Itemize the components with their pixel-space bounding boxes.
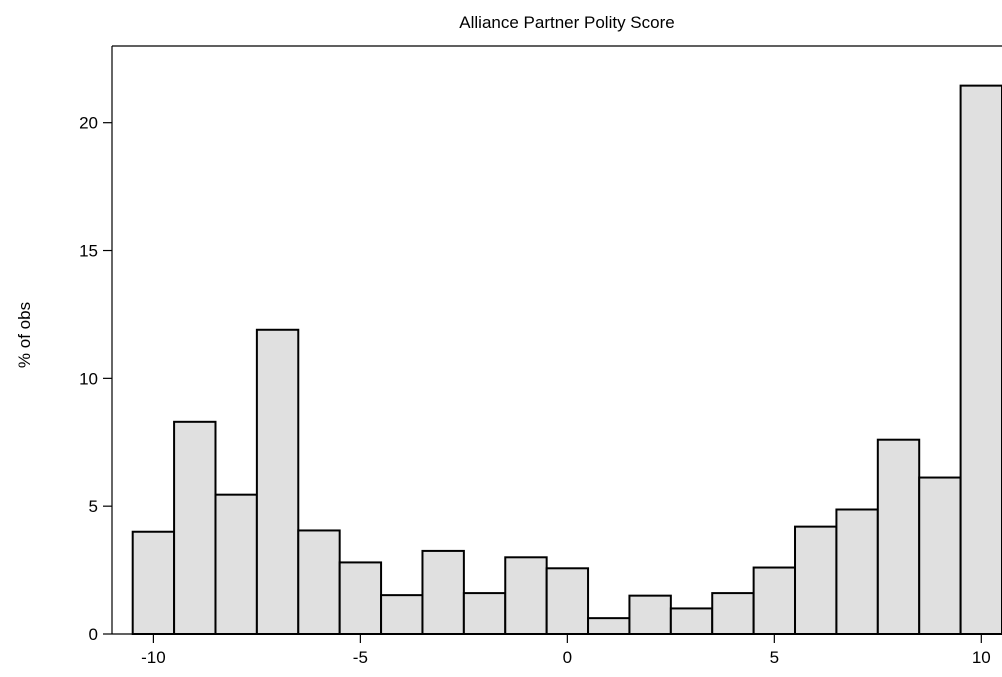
histogram-bar (545, 567, 590, 635)
y-tick-label: 10 (79, 369, 98, 388)
y-tick-label: 15 (79, 242, 98, 261)
histogram-bar (380, 594, 424, 636)
histogram-bar (835, 508, 879, 635)
x-axis-ticks: -10 -5 0 5 10 (141, 634, 991, 667)
histogram-bar (421, 549, 465, 635)
y-tick-label: 0 (89, 625, 98, 644)
histogram-bars (131, 84, 1002, 636)
x-tick-label: -10 (141, 648, 166, 667)
axes (111, 45, 1002, 635)
y-axis-ticks: 0 5 10 15 20 (79, 114, 112, 644)
y-tick-label: 5 (89, 497, 98, 516)
histogram-bar (711, 592, 755, 635)
histogram-bar (338, 561, 383, 635)
histogram-bar (462, 592, 507, 635)
y-axis-label: % of obs (15, 302, 34, 368)
histogram-bar (131, 530, 176, 635)
histogram-bar (173, 420, 217, 635)
histogram-bar (214, 493, 258, 636)
histogram-bar (959, 84, 1002, 635)
histogram-bar (297, 529, 341, 636)
histogram-bar (794, 525, 838, 636)
y-tick-label: 20 (79, 114, 98, 133)
histogram-bar (628, 594, 672, 636)
histogram-bar (918, 476, 962, 636)
x-tick-label: -5 (353, 648, 368, 667)
chart-title: Alliance Partner Polity Score (459, 13, 674, 32)
x-tick-label: 0 (563, 648, 572, 667)
x-tick-label: 5 (770, 648, 779, 667)
x-tick-label: 10 (972, 648, 991, 667)
histogram-bar (255, 328, 300, 635)
histogram-bar (587, 617, 631, 636)
histogram-bar (669, 607, 714, 635)
histogram-bar (876, 438, 921, 636)
histogram-bar (504, 556, 548, 635)
histogram-bar (752, 566, 797, 636)
